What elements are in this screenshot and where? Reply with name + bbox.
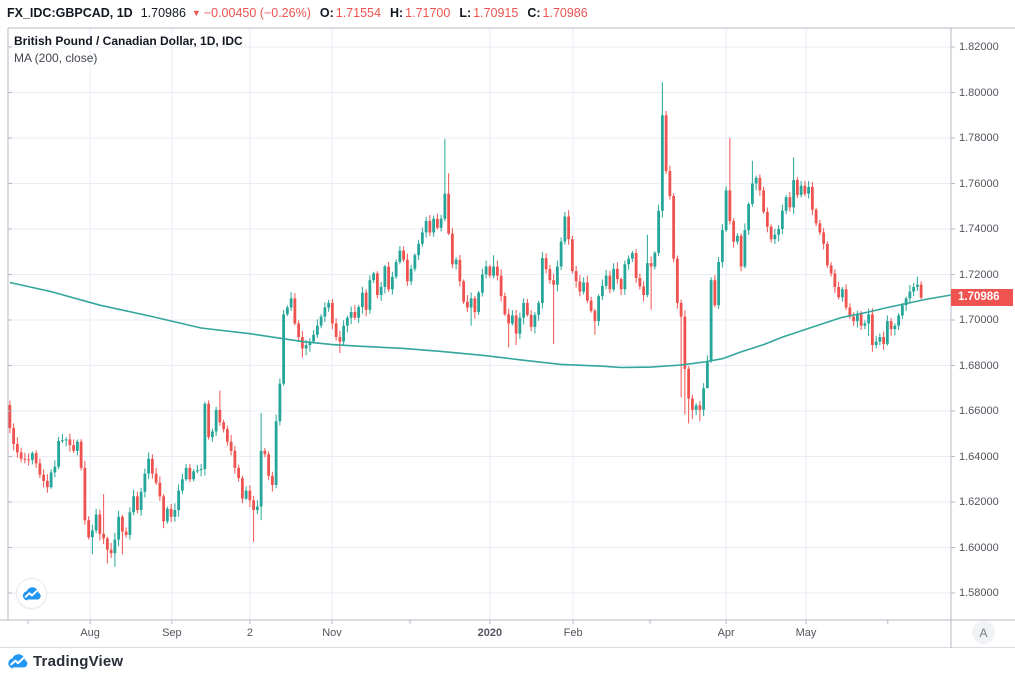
high-label: H: [389,6,404,20]
price-axis-label: 1.72000 [959,268,999,281]
tradingview-brand-link[interactable]: TradingView [7,653,123,670]
price-down-arrow-icon: ▼ [191,8,201,18]
auto-scale-button[interactable]: A [972,621,995,644]
ohlc-readout-bar: FX_IDC:GBPCAD, 1D 1.70986 ▼ −0.00450 (−0… [7,4,588,22]
symbol-label: FX_IDC:GBPCAD, 1D [7,6,133,20]
price-axis-label: 1.76000 [959,177,999,190]
close-value: 1.70986 [542,6,588,20]
time-axis-label: Feb [563,627,583,639]
time-axis-label: Nov [322,627,342,639]
last-price-badge-text: 1.70986 [958,291,1000,304]
open-value: 1.71554 [335,6,381,20]
time-axis-label: Apr [717,627,735,639]
price-axis-label: 1.58000 [959,587,999,599]
time-axis-label: 2020 [477,627,503,639]
cloud-logo-icon [22,586,41,600]
open-label: O: [319,6,334,20]
price-axis-label: 1.74000 [959,223,999,235]
footer-bar: TradingView [0,648,1015,675]
price-change-value: −0.00450 (−0.26%) [203,6,311,20]
time-axis-label: 2 [246,627,253,639]
price-axis-label: 1.68000 [959,359,999,372]
price-axis-label: 1.82000 [959,41,999,53]
price-axis-label: 1.80000 [959,86,999,99]
low-value: 1.70915 [473,6,519,20]
auto-scale-label: A [979,625,988,640]
price-axis-label: 1.62000 [959,496,999,508]
price-axis-label: 1.60000 [959,541,999,554]
time-axis-label: Sep [162,627,182,639]
low-label: L: [459,6,472,20]
close-label: C: [527,6,541,20]
tradingview-cloud-icon [8,654,28,669]
time-axis-label: Aug [80,627,100,639]
chart-legend: British Pound / Canadian Dollar, 1D, IDC… [14,33,243,67]
price-axis-label: 1.66000 [959,405,999,417]
tradingview-watermark-button[interactable] [16,578,47,609]
legend-symbol-title[interactable]: British Pound / Canadian Dollar, 1D, IDC [14,34,243,48]
time-axis-label: May [795,627,817,639]
price-axis-label: 1.64000 [959,450,999,463]
last-price-badge: 1.70986 [951,289,1013,307]
legend-ma-indicator[interactable]: MA (200, close) [14,51,98,65]
price-axis-label: 1.70000 [959,314,999,326]
price-axis-label: 1.78000 [959,132,999,144]
last-price-value: 1.70986 [140,6,186,20]
tradingview-brand-text: TradingView [33,653,124,670]
high-value: 1.71700 [405,6,451,20]
